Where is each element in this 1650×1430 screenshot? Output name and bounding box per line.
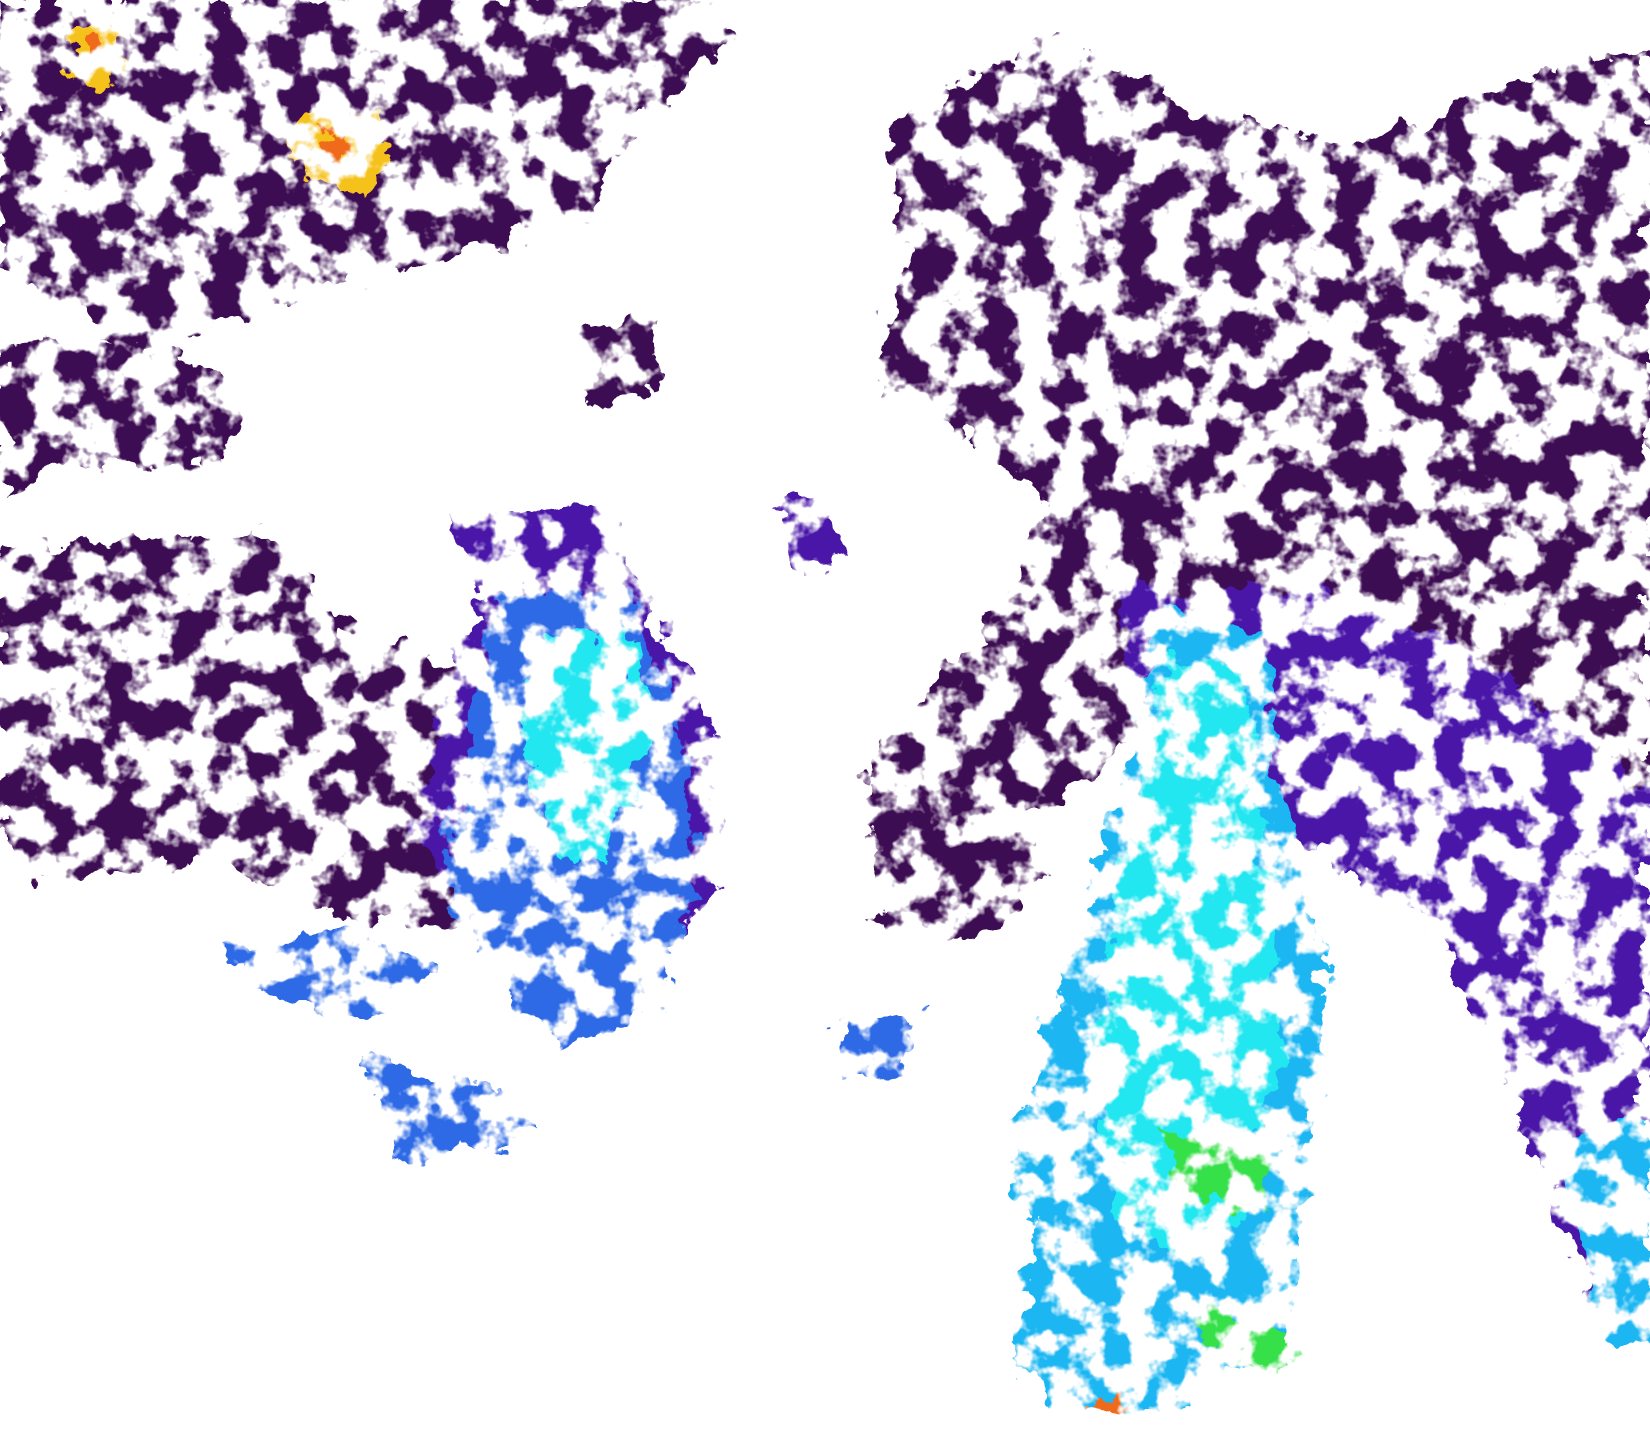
cloud-mask-overlay (0, 0, 1650, 1430)
satellite-map (0, 0, 1650, 1430)
